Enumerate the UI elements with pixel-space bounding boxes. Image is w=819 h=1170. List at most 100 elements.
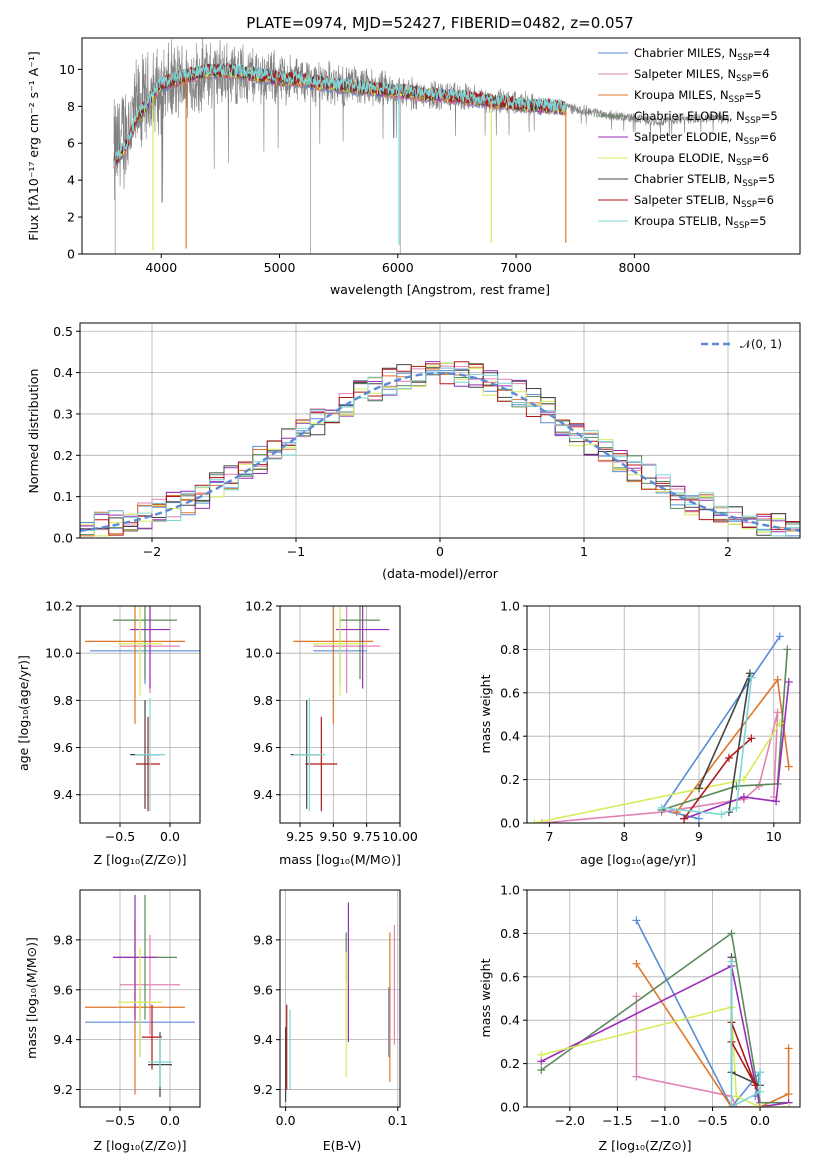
residuals-ytick-label-5: 0.5 (53, 324, 73, 339)
weight-vs-z-ytick-label-2: 0.4 (500, 1013, 520, 1028)
legend-sub-1: SSP (736, 74, 752, 84)
weight-vs-age-xtick-label-1: 8 (620, 829, 628, 844)
residuals-ytick-label-2: 0.2 (53, 448, 73, 463)
legend-tail-3: =5 (761, 109, 778, 123)
weight-vs-age-ytick-label-1: 0.2 (500, 772, 520, 787)
mass-z-xlabel: Z [log₁₀(Z/Z⊙)] (94, 1138, 187, 1153)
legend-sub-2: SSP (729, 95, 745, 105)
mass-vs-ebv-ytick-label-3: 9.8 (253, 932, 273, 947)
spectrum-ytick-label-5: 10 (59, 62, 75, 77)
age-vs-mass-axes: 9.25 9.50 9.75 10.00 9.4 9.6 9.8 10.0 10.2 (245, 599, 418, 845)
weight-vs-z-ytick-label-0: 0.0 (500, 1100, 520, 1115)
weight-age-xlabel: age [log₁₀(age/yr)] (580, 852, 696, 867)
age-vs-mass-xtick-label-0: 9.25 (286, 829, 314, 844)
mass-vs-ebv-ytick-label-2: 9.6 (253, 982, 273, 997)
age-vs-z-xtick-label-0: −0.5 (105, 829, 135, 844)
legend-sub-8: SSP (734, 221, 750, 231)
age-vs-mass-xtick-label-2: 9.75 (353, 829, 381, 844)
residuals-xtick-label-1: −1 (287, 544, 305, 559)
weight-vs-age-series-kroupa-elodie-line (534, 722, 781, 823)
weight-vs-z-series-salpeter-miles-marker-0 (632, 992, 641, 1001)
residuals-xlabel: (data-model)/error (382, 566, 499, 581)
weight-vs-z-series-chabrier-elodie-line (540, 932, 789, 1104)
weight-vs-age-series-chabrier-miles-marker-0 (695, 814, 704, 823)
weight-vs-z-series-kroupa-elodie-marker-3 (756, 1103, 765, 1107)
spectrum-title: PLATE=0974, MJD=52427, FIBERID=0482, z=0… (246, 14, 633, 32)
mass-vs-z-ytick-label-0: 9.2 (53, 1082, 73, 1097)
weight-vs-z-ytick-label-3: 0.6 (500, 969, 520, 984)
legend-label-6: Chabrier STELIB, NSSP=5 (634, 172, 775, 189)
weight-vs-z-plot-area (537, 916, 793, 1107)
residuals-axes: −2 −1 0 1 2 0.0 0.1 0.2 0.3 0.4 0.5 (53, 323, 800, 559)
weight-vs-z-ytick-label-1: 0.2 (500, 1056, 520, 1071)
residuals-plot-area (80, 361, 800, 537)
age-vs-z-axes: −0.5 0.0 9.4 9.6 9.8 10.0 10.2 (45, 599, 200, 844)
residuals-ytick-label-3: 0.3 (53, 406, 73, 421)
mass-vs-z-frame (79, 889, 201, 1108)
mass-vs-z-plot-area (85, 894, 195, 1098)
weight-vs-z-panel: Z [log₁₀(Z/Z⊙)] mass weight (478, 958, 691, 1153)
weight-vs-age-panel: age [log₁₀(age/yr)] mass weight (478, 674, 696, 867)
weight-vs-age-plot-area (530, 632, 793, 823)
weight-z-xlabel: Z [log₁₀(Z/Z⊙)] (599, 1138, 692, 1153)
weight-vs-z-ytick-label-5: 1.0 (500, 883, 520, 898)
weight-vs-age-ytick-label-5: 1.0 (500, 599, 520, 614)
weight-vs-z-xtick-label-0: −2.0 (555, 1113, 585, 1128)
age-vs-z-ytick-label-4: 10.2 (45, 599, 73, 614)
legend-sub-0: SSP (737, 53, 753, 63)
weight-vs-age-series-chabrier-miles-marker-2 (775, 632, 784, 641)
legend-sub-5: SSP (736, 158, 752, 168)
age-vs-mass-panel: mass [log₁₀(M/M⊙)] (279, 852, 401, 867)
age-vs-mass-ytick-label-2: 9.8 (253, 693, 273, 708)
spectrum-plot-area (113, 38, 730, 254)
weight-vs-z-series-kroupa-miles-marker-0 (632, 959, 641, 968)
age-z-ylabel: age [log₁₀(age/yr)] (16, 655, 31, 771)
weight-vs-age-series-kroupa-stelib-marker-3 (747, 673, 756, 682)
legend-label-4: Salpeter ELODIE, NSSP=6 (634, 130, 777, 147)
weight-vs-age-ytick-label-0: 0.0 (500, 816, 520, 831)
weight-vs-z-series-salpeter-miles-marker-1 (632, 1072, 641, 1081)
legend-tail-8: =5 (749, 214, 766, 228)
age-vs-z-ytick-label-0: 9.4 (53, 787, 73, 802)
spectrum-ytick-label-2: 4 (67, 173, 75, 188)
residuals-panel: (data-model)/error Normed distribution 𝒩… (26, 337, 782, 581)
weight-vs-age-series-chabrier-elodie-marker-3 (783, 645, 792, 654)
legend-tail-1: =6 (752, 67, 769, 81)
legend-tail-0: =4 (753, 46, 770, 60)
age-vs-z-ytick-label-1: 9.6 (53, 740, 73, 755)
mass-vs-z-ytick-label-1: 9.4 (53, 1032, 73, 1047)
weight-vs-z-series-chabrier-elodie-marker-0 (537, 1066, 546, 1075)
weight-z-ylabel: mass weight (478, 958, 493, 1037)
weight-vs-age-series-salpeter-miles-marker-0 (537, 819, 546, 823)
legend-sub-3: SSP (745, 116, 761, 126)
age-vs-mass-xtick-label-1: 9.50 (319, 829, 347, 844)
age-vs-z-ytick-label-2: 9.8 (53, 693, 73, 708)
mass-vs-z-ytick-label-2: 9.6 (53, 982, 73, 997)
weight-vs-z-xtick-label-3: −0.5 (697, 1113, 727, 1128)
weight-vs-age-series-salpeter-elodie-line (683, 681, 790, 820)
residuals-ytick-label-0: 0.0 (53, 531, 73, 546)
legend-tail-2: =5 (744, 88, 761, 102)
spectrum-xtick-label-1: 5000 (264, 260, 296, 275)
weight-age-ylabel: mass weight (478, 674, 493, 753)
spectrum-ytick-label-4: 8 (67, 99, 75, 114)
legend-tail-7: =6 (757, 193, 774, 207)
weight-vs-z-series-kroupa-elodie-marker-0 (537, 1050, 546, 1059)
weight-vs-age-series-salpeter-miles-marker-3 (754, 782, 763, 791)
spectrum-legend: Chabrier MILES, NSSP=4 Salpeter MILES, NS… (598, 46, 778, 231)
age-vs-mass-ytick-label-4: 10.2 (245, 599, 273, 614)
weight-vs-age-xtick-label-2: 9 (695, 829, 703, 844)
weight-vs-z-series-salpeter-miles-line (635, 996, 738, 1107)
weight-vs-age-xtick-label-3: 10 (766, 829, 782, 844)
legend-sub-6: SSP (742, 179, 758, 189)
weight-vs-z-series-kroupa-miles-line (635, 963, 790, 1107)
residuals-xtick-label-3: 1 (580, 544, 588, 559)
residuals-xtick-label-4: 2 (724, 544, 732, 559)
weight-vs-z-series-salpeter-stelib-marker-1 (751, 1081, 760, 1090)
legend-sub-4: SSP (744, 137, 760, 147)
legend-label-3: Chabrier ELODIE, NSSP=5 (634, 109, 778, 126)
legend-tail-6: =5 (758, 172, 775, 186)
mass-vs-ebv-ytick-label-1: 9.4 (253, 1032, 273, 1047)
age-vs-mass-frame (279, 605, 401, 824)
mass-vs-z-axes: −0.5 0.0 9.2 9.4 9.6 9.8 (53, 890, 200, 1128)
